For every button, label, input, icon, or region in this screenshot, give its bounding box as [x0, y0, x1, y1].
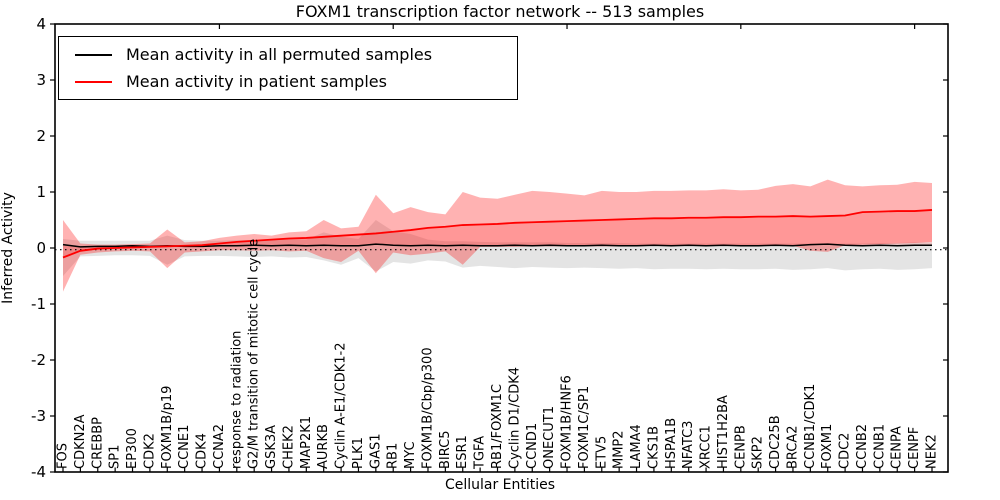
- x-tick-label: CKS1B: [646, 426, 661, 469]
- x-tick-label: LAMA4: [629, 424, 644, 469]
- x-tick-label: CDC25B: [768, 415, 783, 469]
- x-tick-label: Cyclin D1/CDK4: [507, 367, 522, 469]
- y-tick-label: 2: [36, 127, 46, 145]
- x-tick-label: FOXM1B/p19: [160, 386, 175, 469]
- x-tick-label: ESR1: [455, 435, 470, 469]
- x-tick-label: MYC: [403, 441, 418, 469]
- x-tick-label: CHEK2: [281, 425, 296, 469]
- permuted-mean-line: [62, 243, 932, 248]
- legend-line-swatch-black: [75, 53, 112, 56]
- y-tick-label: -1: [31, 295, 46, 313]
- patient-band: [63, 179, 932, 292]
- y-tick-label: -4: [31, 463, 46, 481]
- x-tick-label: ONECUT1: [542, 406, 557, 469]
- x-axis-label: Cellular Entities: [444, 477, 556, 493]
- permuted-band: [63, 220, 932, 276]
- x-tick-label: CCNB1: [872, 424, 887, 469]
- y-tick-label: 0: [36, 239, 46, 257]
- x-tick-label: SP1: [108, 445, 123, 469]
- x-tick-label: RB1/FOXM1C: [490, 384, 505, 469]
- x-tick-label: BIRC5: [438, 431, 453, 470]
- legend-item-permuted: Mean activity in all permuted samples: [59, 41, 517, 68]
- x-tick-label: G2/M transition of mitotic cell cycle: [247, 239, 262, 469]
- y-tick-label: 4: [36, 15, 46, 33]
- x-tick-label: CDK4: [195, 433, 210, 469]
- legend-label-permuted: Mean activity in all permuted samples: [126, 45, 433, 64]
- legend-label-patient: Mean activity in patient samples: [126, 72, 387, 91]
- x-tick-label: NFATC3: [681, 421, 696, 469]
- x-tick-label: Cyclin A-E1/CDK1-2: [334, 342, 349, 469]
- x-tick-label: FOXM1: [820, 424, 835, 469]
- x-tick-label: CENPF: [907, 427, 922, 469]
- x-tick-label: NEK2: [925, 434, 940, 469]
- x-tick-label: CREBBP: [90, 417, 105, 469]
- x-tick-label: GAS1: [368, 434, 383, 470]
- x-tick-label: HSPA1B: [664, 418, 679, 469]
- x-tick-label: RB1: [386, 443, 401, 469]
- x-tick-label: CENPB: [733, 425, 748, 469]
- y-tick-label: -3: [31, 407, 46, 425]
- x-tick-label: FOXM1B/Cbp/p300: [420, 347, 435, 469]
- patient-mean-line: [62, 209, 933, 259]
- mean-difference-fill: [63, 209, 932, 258]
- x-tick-label: XRCC1: [699, 425, 714, 469]
- x-tick-label: AURKB: [316, 424, 331, 469]
- x-tick-label: MAP2K1: [299, 416, 314, 469]
- x-tick-label: ETV5: [594, 436, 609, 469]
- x-tick-label: EP300: [125, 428, 140, 469]
- x-tick-label: TGFA: [473, 436, 488, 470]
- x-tick-label: BRCA2: [785, 425, 800, 469]
- x-tick-label: SKP2: [751, 436, 766, 469]
- x-tick-label: PLK1: [351, 437, 366, 469]
- chart-title: FOXM1 transcription factor network -- 51…: [295, 2, 705, 21]
- x-tick-label: HIST1H2BA: [716, 395, 731, 469]
- x-tick-label: CCND1: [525, 423, 540, 469]
- legend-line-swatch-red: [75, 80, 112, 83]
- legend: Mean activity in all permuted samples Me…: [58, 36, 518, 100]
- x-tick-label: CCNB2: [855, 424, 870, 469]
- y-tick-label: -2: [31, 351, 46, 369]
- y-tick-label: 1: [36, 183, 46, 201]
- x-tick-label: CDKN2A: [73, 414, 88, 469]
- x-tick-label: CENPA: [890, 426, 905, 469]
- y-tick-label: 3: [36, 71, 46, 89]
- x-tick-label: CCNB1/CDK1: [803, 384, 818, 469]
- x-tick-label: CDK2: [142, 433, 157, 469]
- legend-item-patient: Mean activity in patient samples: [59, 68, 517, 95]
- x-tick-label: CCNA2: [212, 424, 227, 469]
- x-tick-label: CDC2: [838, 433, 853, 469]
- x-tick-label: FOXM1B/HNF6: [560, 375, 575, 469]
- x-tick-label: response to radiation: [229, 331, 244, 469]
- y-axis-label: Inferred Activity: [0, 192, 16, 304]
- x-tick-label: GSK3A: [264, 425, 279, 469]
- x-tick-label: CCNE1: [177, 425, 192, 469]
- x-tick-label: MMP2: [612, 430, 627, 469]
- x-tick-label: FOXM1C/SP1: [577, 386, 592, 469]
- x-tick-label: FOS: [56, 443, 71, 469]
